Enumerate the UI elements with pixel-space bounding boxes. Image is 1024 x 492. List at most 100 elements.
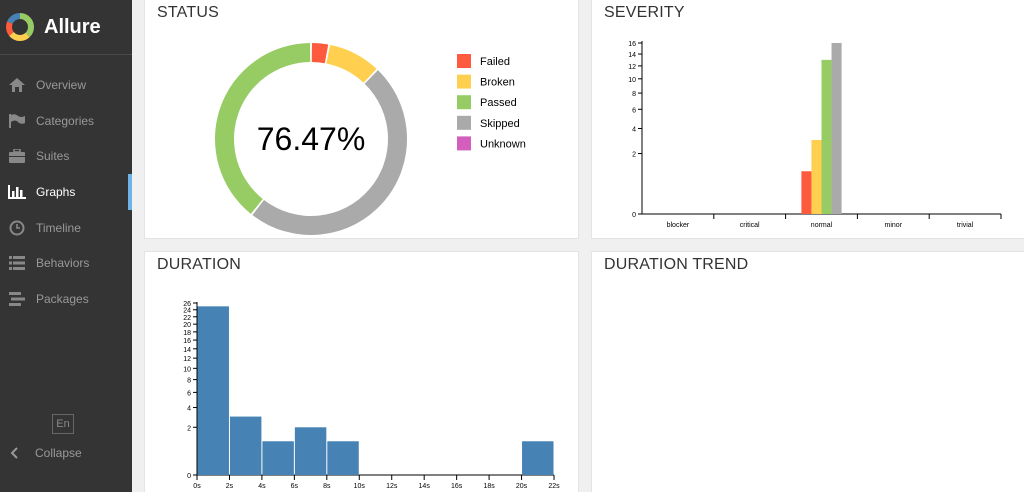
legend-swatch-broken [457, 74, 471, 89]
sidebar-item-label: Suites [36, 149, 70, 164]
status-widget: STATUS 76.47% Failed Broken Passed Skipped U… [144, 0, 579, 239]
sidebar-nav: Overview Categories Suites Graphs [0, 67, 132, 317]
clock-icon [8, 220, 26, 236]
sidebar-item-label: Categories [36, 113, 95, 128]
legend-label-unknown[interactable]: Unknown [480, 138, 526, 150]
legend-label-skipped[interactable]: Skipped [480, 118, 520, 130]
legend-label-broken[interactable]: Broken [480, 77, 515, 89]
language-button[interactable]: En [52, 414, 74, 434]
list-icon [8, 255, 26, 271]
sidebar-item-label: Overview [36, 77, 87, 92]
duration-x-tick-label: 12s [386, 483, 398, 490]
duration-y-tick-label: 14 [183, 347, 191, 354]
duration-trend-widget: DURATION TREND [591, 251, 1024, 492]
duration-bar[interactable] [327, 441, 359, 475]
bar-chart-icon [8, 184, 26, 200]
legend-swatch-skipped [457, 115, 471, 130]
legend-swatch-passed [457, 95, 471, 110]
sidebar-item-timeline[interactable]: Timeline [0, 210, 132, 246]
duration-bar[interactable] [522, 441, 554, 475]
status-slice-passed[interactable] [215, 43, 311, 214]
duration-y-tick-label: 16 [183, 338, 191, 345]
severity-bar-normal-failed[interactable] [801, 171, 812, 214]
duration-x-tick-label: 14s [419, 483, 431, 490]
chevron-left-icon [10, 447, 22, 459]
severity-y-tick-label: 8 [632, 91, 636, 98]
duration-x-tick-label: 8s [323, 483, 331, 490]
severity-x-tick-label: trivial [957, 222, 974, 229]
severity-x-tick-label: normal [811, 222, 833, 229]
duration-x-tick-label: 16s [451, 483, 463, 490]
home-icon [8, 77, 26, 93]
brand[interactable]: Allure [0, 0, 132, 55]
duration-x-tick-label: 10s [354, 483, 366, 490]
severity-y-tick-label: 12 [628, 64, 636, 71]
sidebar-item-suites[interactable]: Suites [0, 138, 132, 174]
severity-bar-normal-skipped[interactable] [831, 43, 842, 214]
legend-swatch-unknown [457, 136, 471, 151]
widget-title: DURATION TREND [604, 256, 749, 273]
allure-logo-icon [6, 13, 34, 41]
severity-y-tick-label: 6 [632, 107, 636, 114]
duration-bar[interactable] [294, 427, 327, 475]
status-percentage: 76.47% [257, 121, 366, 157]
status-donut-chart: 76.47% Failed Broken Passed Skipped Unknown [215, 43, 526, 235]
duration-y-tick-label: 8 [187, 378, 191, 385]
duration-y-tick-label: 20 [183, 322, 191, 329]
packages-icon [8, 291, 26, 307]
duration-bar[interactable] [229, 416, 262, 475]
brand-name: Allure [44, 15, 101, 38]
severity-x-tick-label: minor [885, 222, 903, 229]
collapse-label: Collapse [35, 446, 82, 460]
status-slice-broken[interactable] [326, 44, 377, 83]
duration-y-tick-label: 26 [183, 301, 191, 308]
sidebar-item-overview[interactable]: Overview [0, 67, 132, 103]
duration-x-tick-label: 2s [226, 483, 234, 490]
severity-y-tick-label: 4 [632, 127, 636, 134]
duration-y-tick-label: 12 [183, 356, 191, 363]
duration-x-tick-label: 20s [516, 483, 528, 490]
legend-label-failed[interactable]: Failed [480, 56, 510, 68]
duration-x-tick-label: 0s [193, 483, 201, 490]
severity-y-tick-label: 10 [628, 77, 636, 84]
sidebar-item-label: Timeline [36, 220, 81, 235]
sidebar-item-label: Packages [36, 291, 89, 306]
widget-title: SEVERITY [604, 4, 685, 21]
status-slice-failed[interactable] [311, 43, 329, 64]
severity-y-tick-label: 16 [628, 41, 636, 48]
duration-y-tick-label: 18 [183, 330, 191, 337]
duration-widget: DURATION 0 2 4 6 8 10 12 14 16 18 20 22 24 26 0s 2s 4s 6s… [144, 251, 579, 492]
sidebar-item-packages[interactable]: Packages [0, 281, 132, 317]
widget-title: DURATION [157, 256, 241, 273]
duration-bar[interactable] [197, 306, 229, 475]
severity-bar-normal-broken[interactable] [811, 139, 822, 214]
duration-bar[interactable] [262, 441, 294, 475]
sidebar-item-label: Graphs [36, 184, 76, 199]
duration-y-tick-label: 10 [183, 366, 191, 373]
sidebar-item-graphs[interactable]: Graphs [0, 174, 132, 210]
duration-x-tick-label: 6s [291, 483, 299, 490]
status-slice-skipped[interactable] [252, 70, 407, 235]
severity-bar-normal-passed[interactable] [821, 59, 832, 214]
duration-x-tick-label: 4s [258, 483, 266, 490]
duration-x-tick-label: 22s [548, 483, 560, 490]
sidebar-item-categories[interactable]: Categories [0, 103, 132, 139]
sidebar-item-behaviors[interactable]: Behaviors [0, 245, 132, 281]
duration-y-tick-label: 0 [187, 473, 191, 480]
duration-y-tick-label: 24 [183, 308, 191, 315]
legend-swatch-failed [457, 54, 471, 68]
duration-y-tick-label: 2 [187, 425, 191, 432]
severity-x-tick-label: critical [740, 222, 760, 229]
flag-icon [8, 113, 26, 129]
severity-bar-chart: 0 2 4 6 8 10 12 14 16 blocker critical normal minor t… [628, 41, 1002, 229]
sidebar: Allure Overview Categories Suites [0, 0, 132, 492]
severity-y-tick-label: 0 [632, 212, 636, 219]
duration-x-tick-label: 18s [483, 483, 495, 490]
legend-label-passed[interactable]: Passed [480, 97, 517, 109]
briefcase-icon [8, 148, 26, 164]
severity-y-tick-label: 2 [632, 152, 636, 159]
widget-title: STATUS [157, 4, 219, 21]
collapse-button[interactable]: Collapse [0, 442, 82, 464]
